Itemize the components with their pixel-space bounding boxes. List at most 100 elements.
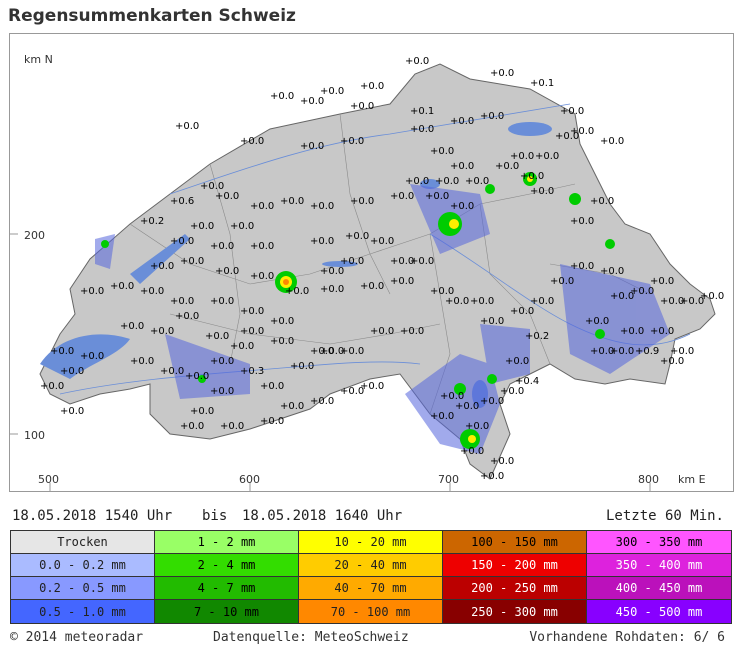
station-value: +0.0: [465, 176, 489, 187]
station-value: +0.0: [600, 136, 624, 147]
station-value: +0.0: [215, 266, 239, 277]
station-value: +0.0: [150, 261, 174, 272]
station-value: +0.0: [670, 346, 694, 357]
station-value: +0.0: [660, 296, 684, 307]
station-value: +0.0: [570, 216, 594, 227]
axis-label-kme: km E: [678, 473, 706, 486]
station-value: +0.0: [450, 116, 474, 127]
station-value: +0.0: [80, 351, 104, 362]
station-value: +0.0: [360, 381, 384, 392]
legend-item: 4 - 7 mm: [155, 577, 299, 600]
station-value: +0.0: [290, 361, 314, 372]
axis-label-200: 200: [24, 229, 45, 242]
legend-item: 10 - 20 mm: [299, 531, 443, 554]
station-value: +0.0: [280, 196, 304, 207]
station-value: +0.0: [650, 276, 674, 287]
station-value: +0.0: [465, 421, 489, 432]
station-value: +0.0: [400, 326, 424, 337]
station-value: +0.0: [505, 356, 529, 367]
station-value: +0.0: [160, 366, 184, 377]
station-value: +0.0: [300, 96, 324, 107]
station-value: +0.0: [350, 196, 374, 207]
rain-cells: [101, 172, 615, 449]
station-value: +0.0: [435, 176, 459, 187]
station-value: +0.0: [550, 276, 574, 287]
station-value: +0.0: [455, 401, 479, 412]
station-value: +0.0: [220, 421, 244, 432]
station-value: +0.0: [250, 271, 274, 282]
data-source: Datenquelle: MeteoSchweiz: [213, 630, 409, 645]
station-value: +0.0: [410, 256, 434, 267]
station-value: +0.0: [480, 396, 504, 407]
station-value: +0.0: [650, 326, 674, 337]
station-value: +0.0: [185, 371, 209, 382]
legend-item: 200 - 250 mm: [443, 577, 587, 600]
axis-label-100: 100: [24, 429, 45, 442]
station-value: +0.0: [210, 386, 234, 397]
station-value: +0.0: [390, 256, 414, 267]
station-value: +0.0: [390, 191, 414, 202]
station-value: +0.0: [440, 391, 464, 402]
station-value: +0.0: [590, 346, 614, 357]
station-value: +0.0: [210, 241, 234, 252]
station-value: +0.0: [530, 186, 554, 197]
station-value: +0.0: [250, 241, 274, 252]
station-value: +0.0: [150, 326, 174, 337]
station-value: +0.0: [410, 124, 434, 135]
station-value: +0.0: [610, 291, 634, 302]
station-value: +0.0: [270, 91, 294, 102]
legend-item: 2 - 4 mm: [155, 554, 299, 577]
station-value: +0.0: [360, 281, 384, 292]
station-value: +0.0: [250, 201, 274, 212]
station-value: +0.0: [40, 381, 64, 392]
axis-label-700: 700: [438, 473, 459, 486]
legend-item: 400 - 450 mm: [587, 577, 731, 600]
station-value: +0.3: [240, 366, 264, 377]
station-value: +0.1: [530, 78, 554, 89]
time-bis: bis: [202, 508, 228, 524]
station-value: +0.0: [80, 286, 104, 297]
station-value: +0.0: [320, 284, 344, 295]
station-value: +0.6: [170, 196, 194, 207]
station-value: +0.0: [340, 256, 364, 267]
station-value: +0.0: [510, 306, 534, 317]
station-value: +0.0: [120, 321, 144, 332]
station-value: +0.0: [285, 286, 309, 297]
station-value: +0.0: [310, 236, 334, 247]
station-value: +0.0: [190, 406, 214, 417]
station-value: +0.0: [60, 406, 84, 417]
axis-label-kmn: km N: [24, 53, 53, 66]
axis-label-500: 500: [38, 473, 59, 486]
station-value: +0.0: [480, 316, 504, 327]
precipitation-map[interactable]: +0.0 +0.0 +0.1 +0.0 +0.0 +0.0 +0.1 +0.0 +0.0 +0.0…: [9, 33, 734, 492]
axis-label-600: 600: [239, 473, 260, 486]
station-value: +0.0: [270, 316, 294, 327]
legend-item: 40 - 70 mm: [299, 577, 443, 600]
station-value: +0.0: [610, 346, 634, 357]
station-value: +0.0: [240, 326, 264, 337]
raw-data-count: Vorhandene Rohdaten: 6/ 6: [529, 630, 725, 645]
station-values: +0.0 +0.0 +0.1 +0.0 +0.0 +0.0 +0.1 +0.0 +0.0 +0.0…: [40, 56, 724, 482]
legend-item: 450 - 500 mm: [587, 600, 731, 623]
station-value: +0.0: [260, 416, 284, 427]
legend-item: Trocken: [11, 531, 155, 554]
station-value: +0.0: [590, 196, 614, 207]
station-value: +0.0: [260, 381, 284, 392]
station-value: +0.0: [230, 341, 254, 352]
station-value: +0.0: [500, 386, 524, 397]
station-value: +0.0: [210, 296, 234, 307]
station-value: +0.0: [210, 356, 234, 367]
station-value: +0.0: [230, 221, 254, 232]
station-value: +0.4: [515, 376, 539, 387]
station-value: +0.0: [60, 366, 84, 377]
copyright: © 2014 meteoradar: [10, 630, 144, 645]
station-value: +0.0: [530, 296, 554, 307]
station-value: +0.0: [450, 201, 474, 212]
station-value: +0.0: [630, 286, 654, 297]
legend-item: 0.2 - 0.5 mm: [11, 577, 155, 600]
time-window: Letzte 60 Min.: [605, 508, 724, 524]
station-value: +0.0: [495, 161, 519, 172]
station-value: +0.0: [350, 101, 374, 112]
legend-item: 7 - 10 mm: [155, 600, 299, 623]
station-value: +0.0: [370, 326, 394, 337]
